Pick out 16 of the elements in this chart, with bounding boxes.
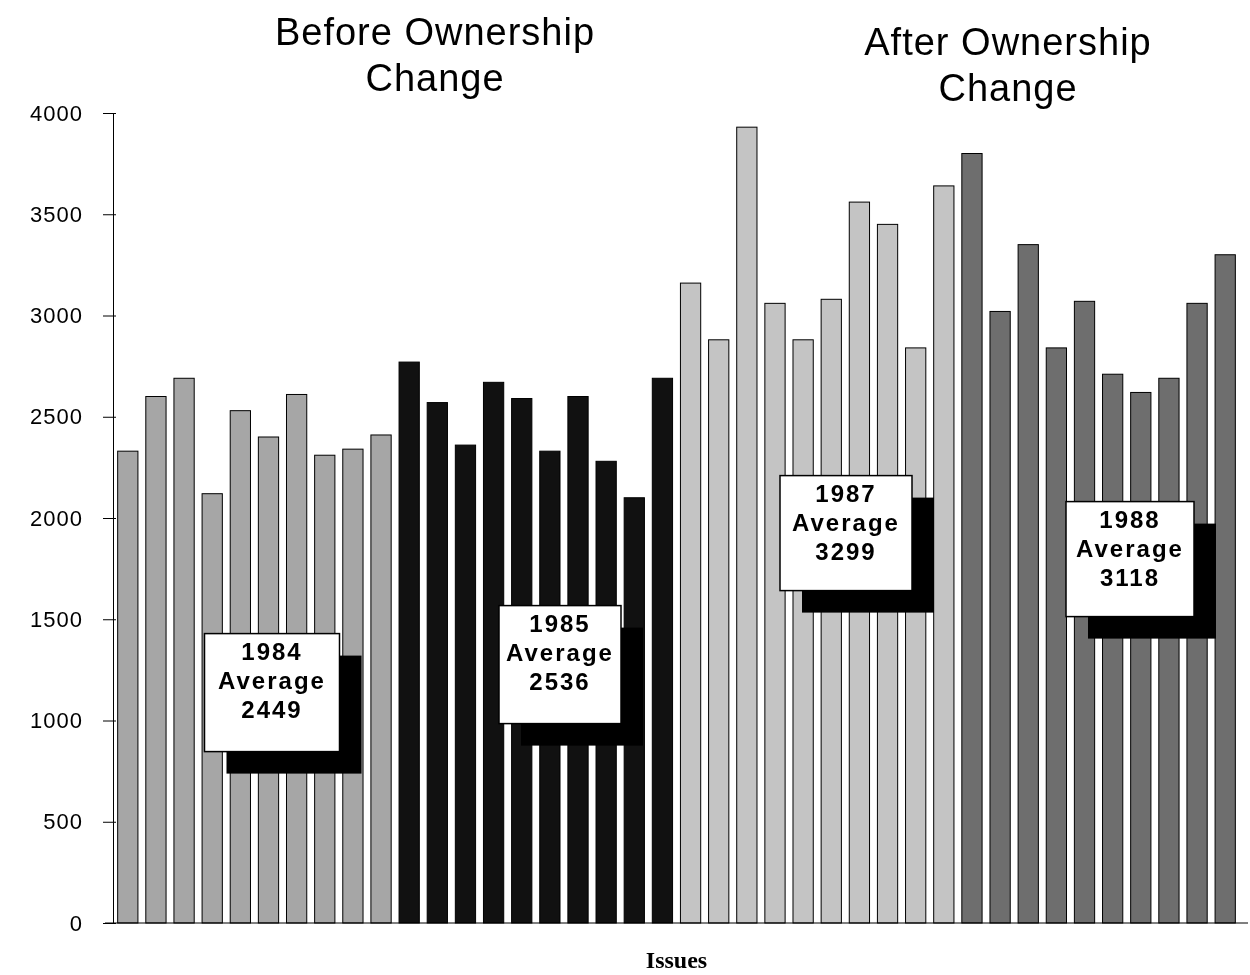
annotation: 1988 Average 3118 xyxy=(1076,506,1184,591)
text: Before Ownership Change xyxy=(274,11,596,99)
y-tick-label: 3000 xyxy=(30,303,83,329)
y-tick-label: 3500 xyxy=(30,201,83,227)
annotation: 1984 Average 2449 xyxy=(218,638,326,723)
annotation: 1985 Average 2536 xyxy=(506,610,614,695)
y-tick-label: 4000 xyxy=(30,100,83,126)
y-tick-label: 2000 xyxy=(30,505,83,531)
annotation: 1987 Average 3299 xyxy=(792,480,900,565)
y-tick-label: 2500 xyxy=(30,404,83,430)
x-axis-title: Issues xyxy=(645,947,708,973)
y-tick-label: 1500 xyxy=(30,606,83,632)
text: After Ownership Change xyxy=(864,21,1152,109)
y-tick-label: 500 xyxy=(43,809,83,835)
y-tick-label: 1000 xyxy=(30,708,83,734)
y-tick-label: 0 xyxy=(69,910,83,936)
